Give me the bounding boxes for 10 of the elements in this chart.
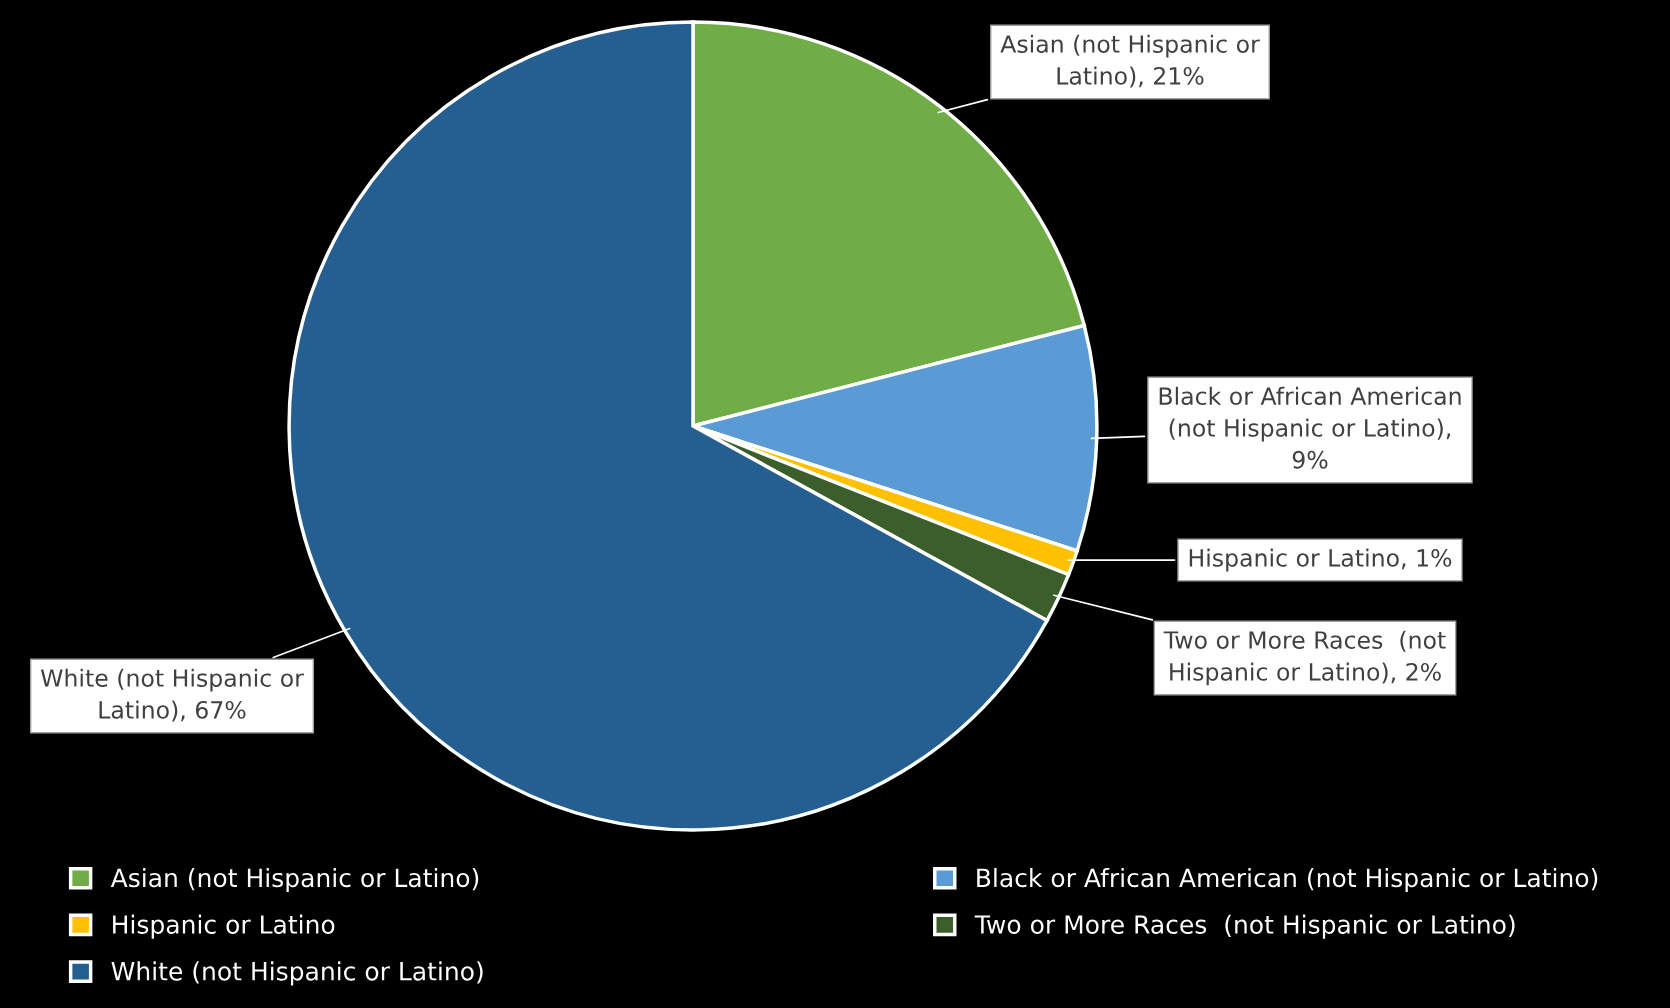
data-label: White (not Hispanic or Latino), 67% [40,668,304,722]
data-label: Black or African American (not Hispanic or Latino), 9% [1159,386,1461,469]
data-label: Asian (not Hispanic or Latino), 21% [1000,34,1260,88]
legend-label: White (not Hispanic or Latino) [111,961,483,986]
data-label: Hispanic or Latino, 1% [1189,548,1452,572]
legend-label: Two or More Races (not Hispanic or Latino) [974,914,1515,939]
legend-label: Hispanic or Latino [113,914,335,939]
legend-label: Asian (not Hispanic or Latino) [110,867,479,893]
data-label: Two or More Races (not Hispanic or Latino), 2% [1163,630,1446,686]
legend-label: Black or African American (not Hispanic or Latino) [977,867,1598,893]
